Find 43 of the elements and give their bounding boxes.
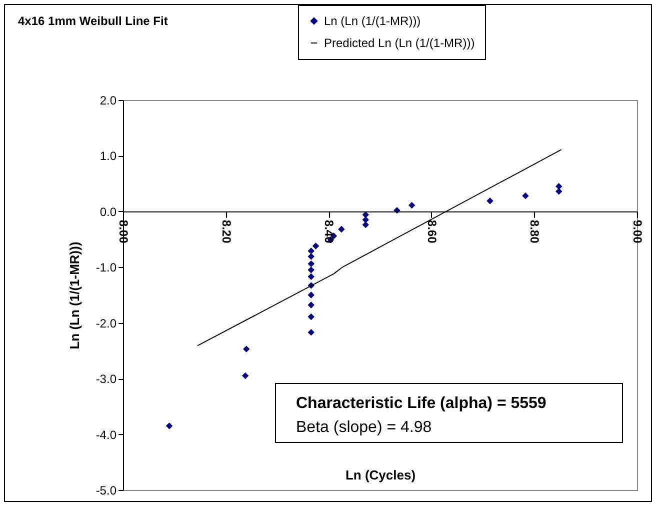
point [308, 273, 314, 280]
point [243, 346, 250, 352]
y-tick-label: -1.0 [96, 260, 117, 275]
y-tick-label: -5.0 [96, 484, 117, 498]
point [308, 253, 314, 260]
y-tick-label: 2.0 [100, 94, 117, 108]
point [408, 202, 416, 209]
y-axis-title: Ln (Ln (1/(1-MR))) [66, 242, 82, 350]
text-box: Characteristic Life (alpha) = 5559 Beta (slope) = 4.98 [275, 383, 623, 443]
point [308, 260, 314, 268]
point [242, 372, 249, 380]
y-tick-label: -4.0 [96, 428, 117, 442]
x-tick-label: 8.20 [219, 220, 234, 244]
point [166, 422, 173, 430]
x-tick-label: 8.80 [528, 220, 542, 244]
point [308, 266, 314, 274]
legend-label: Predicted Ln (Ln (1/(1-MR))) [324, 36, 475, 50]
x-tick-label: 8.40 [322, 220, 336, 244]
annotation: Beta (slope) = 4.98 [296, 418, 433, 438]
point [522, 192, 529, 200]
y-tick-label: 1.0 [100, 149, 117, 164]
point [486, 197, 494, 204]
point [556, 183, 562, 190]
legend-label: Ln (Ln (1/(1-MR))) [324, 14, 421, 28]
point [362, 211, 369, 218]
x-tick-label: 9.00 [630, 220, 644, 244]
point [308, 248, 314, 254]
point [308, 313, 314, 320]
y-tick-label: 0.0 [100, 204, 117, 219]
point [362, 221, 369, 228]
point [556, 188, 562, 195]
point [308, 328, 314, 336]
point [338, 226, 345, 233]
y-tick-label: -2.0 [96, 316, 117, 330]
point [312, 242, 320, 250]
x-axis-title: Ln (Cycles) [345, 467, 416, 482]
point [308, 302, 314, 308]
point [308, 292, 314, 298]
y-tick-label: -3.0 [96, 372, 117, 386]
x-tick-label: 8.60 [424, 220, 439, 244]
point [362, 216, 369, 224]
chart-title: 4x16 1mm Weibull Line Fit [18, 14, 168, 28]
annotation: Characteristic Life (alpha) = 5559 [296, 394, 548, 414]
